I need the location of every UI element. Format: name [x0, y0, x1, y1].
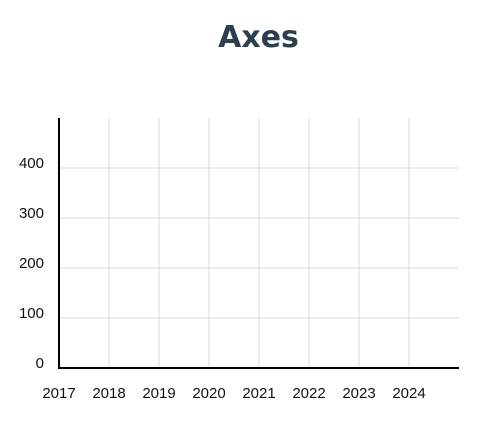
x-tick-label: 2020	[192, 385, 225, 402]
x-tick-label: 2018	[92, 385, 125, 402]
x-tick-label: 2022	[292, 385, 325, 402]
tick-labels: 2017 2018 2019 2020 2021 2022 2023 2024 0 100 200 3…	[19, 155, 426, 402]
y-tick-label: 0	[36, 355, 44, 372]
axis-layer	[58, 118, 459, 369]
y-tick-label: 100	[19, 305, 44, 322]
y-tick-label: 200	[19, 255, 44, 272]
x-tick-label: 2021	[242, 385, 275, 402]
x-tick-label: 2024	[392, 385, 425, 402]
x-tick-label: 2019	[142, 385, 175, 402]
y-tick-label: 300	[19, 205, 44, 222]
grid-layer	[59, 118, 459, 368]
y-tick-label: 400	[19, 155, 44, 172]
x-tick-label: 2023	[342, 385, 375, 402]
chart-title: Axes	[218, 20, 299, 55]
x-tick-label: 2017	[42, 385, 75, 402]
